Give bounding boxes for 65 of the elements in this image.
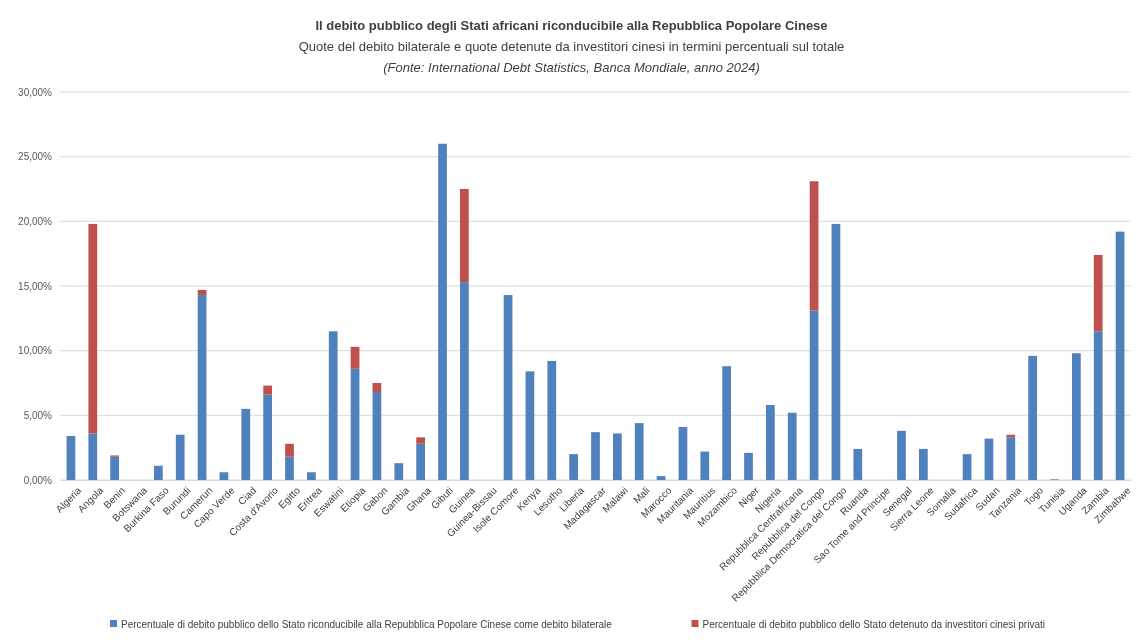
bar: [416, 437, 426, 444]
bar: [1093, 254, 1103, 332]
bar: [459, 189, 469, 283]
bar: [897, 430, 906, 480]
bar: [175, 434, 185, 480]
bar: [438, 143, 447, 480]
bar: [962, 454, 972, 480]
bar: [918, 448, 928, 480]
bar: [722, 366, 732, 480]
bar: [66, 436, 76, 480]
bar: [241, 408, 251, 480]
bar: [525, 371, 535, 480]
bar: [285, 443, 294, 457]
bar: [634, 423, 644, 480]
y-tick-label: 5,00%: [23, 410, 53, 422]
bar: [787, 412, 797, 480]
bar: [678, 426, 688, 480]
bar: [809, 310, 819, 480]
bar: [1006, 437, 1016, 480]
bar: [153, 465, 163, 480]
bar: [612, 433, 622, 480]
y-tick-label: 20,00%: [18, 216, 53, 228]
bar: [1115, 231, 1125, 480]
bar: [656, 476, 666, 480]
bar: [263, 394, 273, 480]
bar: [328, 331, 338, 480]
bar: [219, 472, 229, 480]
bar: [853, 448, 863, 480]
bar: [110, 456, 120, 480]
bar: [765, 404, 775, 480]
legend-label: Percentuale di debito pubblico dello Stato riconducibile alla Repubblica Popolare Cinese come debito bilaterale: [121, 619, 613, 630]
bar: [263, 385, 273, 395]
bar: [372, 383, 382, 393]
bar: [88, 433, 98, 480]
bar: [1093, 331, 1103, 480]
y-tick-label: 0,00%: [23, 474, 53, 486]
bar: [503, 295, 513, 480]
bar: [984, 438, 994, 480]
bar: [1071, 353, 1081, 480]
chart-subtitle: Quote del debito bilaterale e quote detenute da investitori cinesi in termini percentuali sul totale: [298, 39, 845, 54]
bar: [372, 392, 382, 480]
bar: [831, 223, 841, 480]
bar: [350, 368, 360, 480]
bar: [459, 282, 469, 480]
y-tick-label: 10,00%: [18, 345, 53, 357]
bar: [394, 463, 404, 480]
bar: [306, 472, 316, 480]
bar: [416, 443, 426, 480]
bar: [88, 223, 98, 434]
y-tick-label: 15,00%: [18, 280, 53, 292]
bar: [197, 295, 207, 480]
text: (Fonte: International Debt Statistics, Banca Mondiale, anno 2024): [383, 60, 760, 75]
y-tick-label: 30,00%: [18, 86, 53, 98]
bar: [700, 451, 710, 480]
bar: [547, 361, 557, 480]
bar: [350, 346, 360, 369]
chart-title: Il debito pubblico degli Stati africani riconducibile alla Repubblica Popolare Cinese: [315, 18, 828, 33]
legend-label: Percentuale di debito pubblico dello Stato detenuto da investitori cinesi privati: [702, 619, 1045, 630]
bar: [285, 456, 294, 480]
bar: [1028, 355, 1038, 480]
bar: [809, 181, 819, 311]
y-tick-label: 25,00%: [18, 151, 53, 163]
bar: [744, 452, 753, 480]
bar: [591, 432, 600, 480]
bar: [569, 454, 579, 480]
